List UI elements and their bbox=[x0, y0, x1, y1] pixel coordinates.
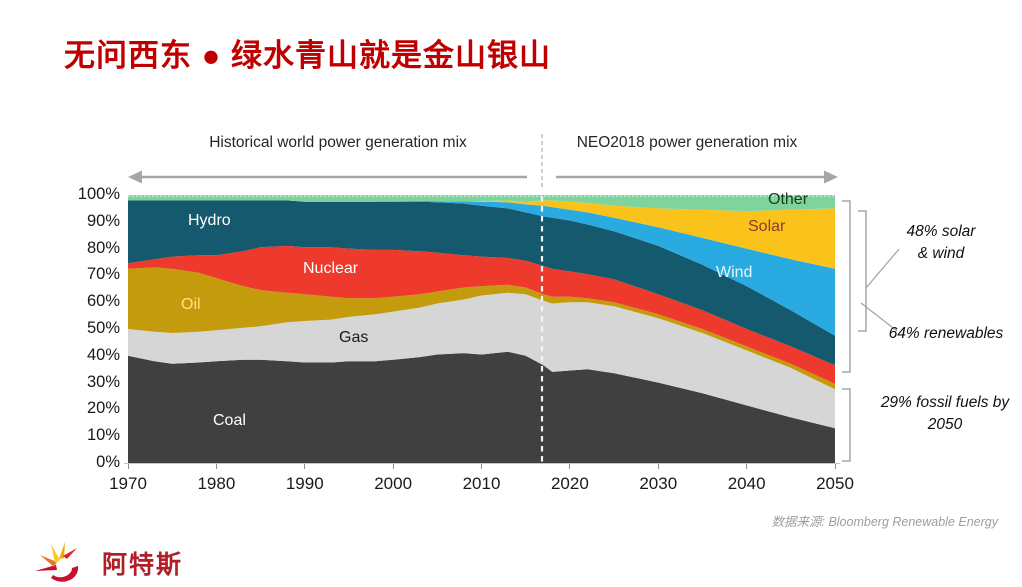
company-name: 阿特斯 bbox=[102, 551, 184, 579]
bracket-solar-wind bbox=[858, 210, 867, 332]
x-axis-label: 1990 bbox=[285, 474, 324, 493]
x-axis-tickmark bbox=[304, 464, 306, 469]
y-axis-label: 10% bbox=[86, 426, 120, 445]
series-label-wind: Wind bbox=[716, 264, 753, 281]
x-axis-label: 2040 bbox=[727, 474, 766, 493]
series-label-hydro: Hydro bbox=[188, 212, 231, 229]
series-label-oil: Oil bbox=[181, 296, 201, 313]
slide-title: 无问西东 ● 绿水青山就是金山银山 bbox=[64, 38, 551, 73]
solar-area bbox=[128, 200, 835, 269]
series-label-coal: Coal bbox=[213, 412, 246, 429]
x-axis-tickmark bbox=[481, 464, 482, 469]
annotation-fossil: 29% fossil fuels by 2050 bbox=[880, 394, 1010, 434]
x-axis-tickmark bbox=[746, 464, 748, 469]
y-axis-label: 60% bbox=[86, 292, 120, 311]
hydro-area bbox=[128, 200, 835, 366]
y-axis-label: 30% bbox=[86, 372, 120, 391]
x-axis-tickmark bbox=[834, 464, 836, 469]
nuclear-area bbox=[128, 245, 835, 384]
y-axis-label: 20% bbox=[86, 399, 120, 418]
series-label-nuclear: Nuclear bbox=[303, 260, 359, 277]
projection-arrow bbox=[556, 170, 838, 184]
coal-area bbox=[128, 351, 835, 463]
x-axis-tickmark bbox=[392, 464, 394, 469]
y-axis-label: 0% bbox=[96, 453, 120, 471]
x-axis-label: 2020 bbox=[550, 474, 589, 493]
section-label-projection: NEO2018 power generation mix bbox=[576, 134, 798, 151]
oil-area bbox=[128, 267, 835, 390]
x-axis-label: 2000 bbox=[374, 474, 413, 493]
y-axis-label: 80% bbox=[86, 238, 120, 257]
y-axis-label: 40% bbox=[86, 345, 120, 364]
company-logo: 阿特斯 bbox=[34, 542, 183, 584]
sun-rays-icon bbox=[35, 542, 79, 582]
x-axis-label: 2010 bbox=[462, 474, 501, 493]
annotation-renewables: 64% renewables bbox=[888, 325, 1004, 342]
x-axis-tickmark bbox=[215, 464, 217, 469]
stacked-area-chart bbox=[128, 195, 835, 463]
historical-arrow bbox=[128, 170, 527, 184]
gas-area bbox=[128, 292, 835, 429]
connector-solar-wind bbox=[865, 248, 900, 289]
x-axis-label: 2030 bbox=[639, 474, 678, 493]
x-axis-tickmark bbox=[127, 464, 129, 469]
y-axis-label: 100% bbox=[77, 185, 120, 203]
wind-area bbox=[128, 200, 835, 336]
series-label-gas: Gas bbox=[339, 329, 369, 346]
section-label-historical: Historical world power generation mix bbox=[209, 134, 467, 151]
bracket-fossil bbox=[842, 388, 851, 462]
y-axis-label: 70% bbox=[86, 265, 120, 284]
other-area bbox=[128, 195, 835, 212]
series-label-solar: Solar bbox=[748, 218, 786, 235]
annotation-solar-wind: 48% solar & wind bbox=[906, 223, 976, 263]
x-axis-label: 1970 bbox=[109, 474, 147, 493]
y-axis-label: 90% bbox=[86, 211, 120, 230]
series-label-other: Other bbox=[768, 191, 809, 208]
x-axis-tickmark bbox=[569, 464, 571, 469]
y-axis-label: 50% bbox=[86, 319, 120, 337]
bracket-renewables bbox=[842, 200, 851, 373]
x-axis-tickmark bbox=[657, 464, 659, 469]
data-source: 数据来源: Bloomberg Renewable Energy bbox=[771, 515, 999, 529]
x-axis-label: 2050 bbox=[816, 474, 854, 493]
x-axis-label: 1980 bbox=[197, 474, 236, 493]
